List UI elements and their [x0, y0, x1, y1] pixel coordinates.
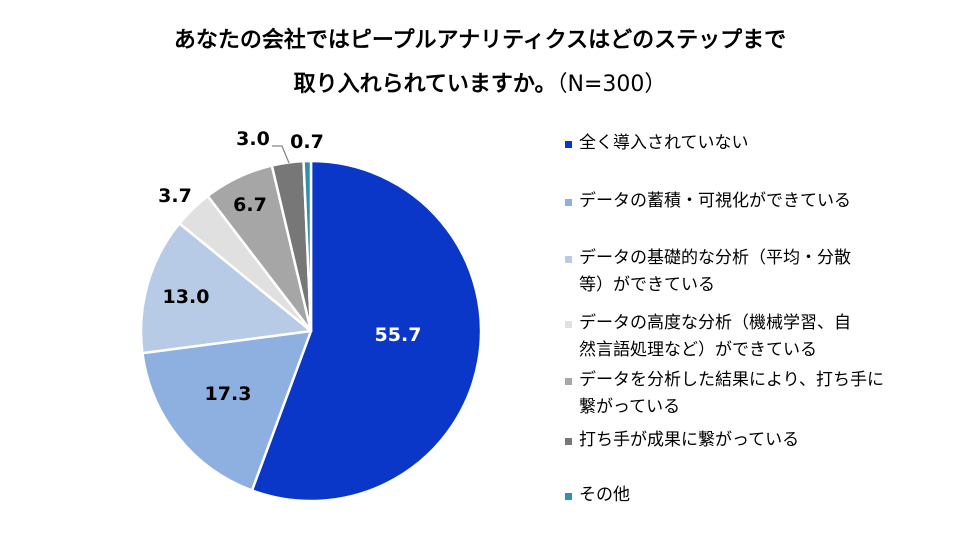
legend-label-3-line-1: データの基礎的な分析（平均・分散 [579, 248, 851, 268]
legend-item-5: データを分析した結果により、打ち手に 繋がっている [565, 367, 945, 421]
legend-item-4: データの高度な分析（機械学習、自 然言語処理など）ができている [565, 310, 945, 364]
pie-slice-1 [250, 159, 483, 503]
data-label-6: 3.0 [236, 128, 270, 150]
legend-label-5-line-2: 繋がっている [579, 397, 681, 417]
legend-item-7: その他 [565, 482, 945, 509]
pie-slice-3 [139, 222, 313, 355]
data-label-1: 55.7 [375, 324, 422, 346]
data-label-7: 0.7 [290, 131, 324, 153]
legend-swatch-6 [565, 438, 572, 445]
data-label-5: 6.7 [233, 194, 267, 216]
legend-swatch-1 [565, 141, 572, 148]
legend-label-6-line-1: 打ち手が成果に繋がっている [579, 430, 800, 450]
chart-title-line-1: あなたの会社ではピープルアナリティクスはどのステップまで [173, 28, 787, 53]
legend-item-2: データの蓄積・可視化ができている [565, 188, 945, 215]
legend-label-4-line-2: 然言語処理など）ができている [579, 340, 817, 360]
legend-label-3-line-2: 等）ができている [579, 275, 715, 295]
legend-item-1: 全く導入されていない [565, 130, 945, 157]
legend-swatch-4 [565, 321, 572, 328]
legend-swatch-7 [565, 493, 572, 500]
legend-swatch-3 [565, 256, 572, 263]
legend-swatch-5 [565, 378, 572, 385]
pie-slice-7 [302, 159, 313, 333]
legend-swatch-2 [565, 199, 572, 206]
legend-label-7-line-1: その他 [579, 485, 630, 505]
leader-line-3-0 [272, 145, 290, 164]
data-label-3: 13.0 [163, 286, 210, 308]
legend-label-1-line-1: 全く導入されていない [579, 133, 749, 153]
chart-title-question: 取り入れられていますか。 [293, 72, 557, 97]
data-label-4: 3.7 [158, 185, 192, 207]
sample-size-label: （N=300） [556, 72, 667, 97]
legend-item-3: データの基礎的な分析（平均・分散 等）ができている [565, 245, 945, 299]
legend-label-4-line-1: データの高度な分析（機械学習、自 [579, 313, 851, 333]
legend-label-2-line-1: データの蓄積・可視化ができている [579, 191, 851, 211]
data-label-2: 17.3 [205, 383, 252, 405]
legend-label-5-line-1: データを分析した結果により、打ち手に [579, 370, 884, 390]
pie-slice-2 [141, 329, 313, 492]
chart-title-line-2: 取り入れられていますか。（N=300） [0, 66, 960, 98]
legend-item-6: 打ち手が成果に繋がっている [565, 427, 945, 454]
